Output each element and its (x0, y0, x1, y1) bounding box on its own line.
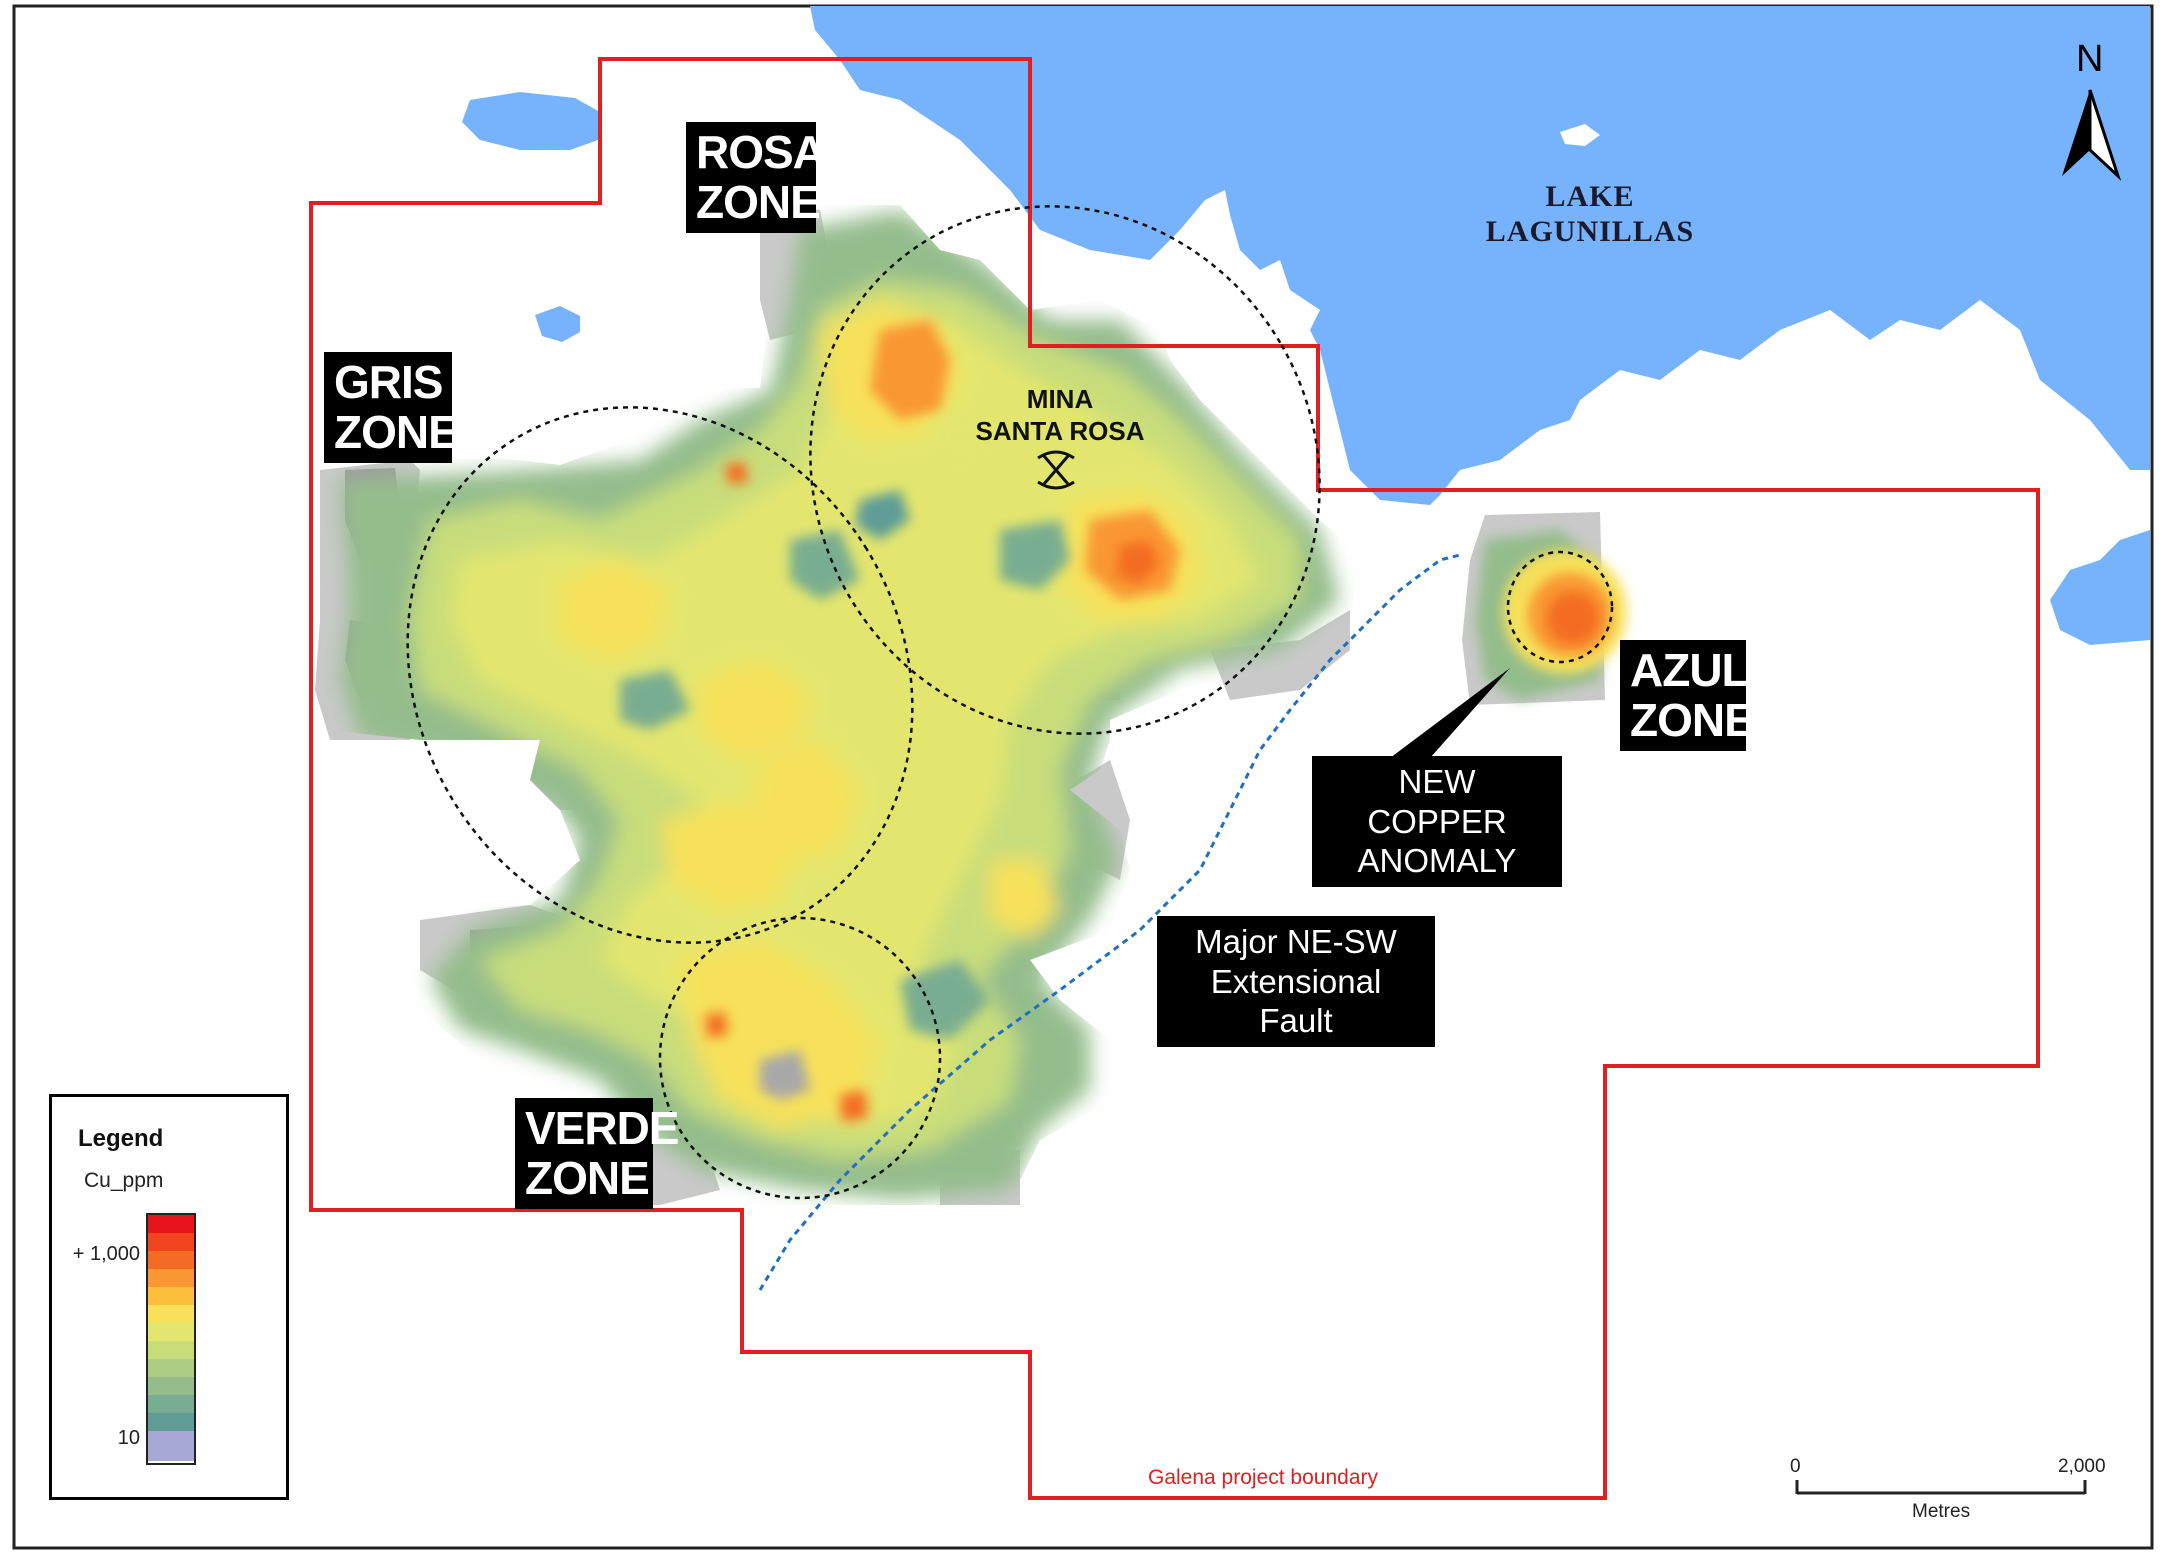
gris-zone-outline (406, 406, 914, 944)
rosa-zone-label: ROSA ZONE (686, 122, 826, 234)
legend-swatch (148, 1287, 194, 1305)
gris-zone-label: GRIS ZONE (324, 352, 459, 464)
mine-name-label: MINA SANTA ROSA (975, 384, 1145, 446)
zone-outlines (406, 205, 1614, 1200)
legend-swatch (148, 1305, 194, 1323)
legend-swatch (148, 1341, 194, 1359)
project-boundary (309, 57, 2040, 1500)
lake-name-label: LAKE LAGUNILLAS (1485, 180, 1695, 248)
legend-min-label: 10 (117, 1427, 140, 1449)
north-label: N (2076, 38, 2104, 80)
legend-color-ramp (146, 1213, 196, 1465)
verde-zone-outline (658, 916, 942, 1200)
rosa-zone-outline (809, 205, 1321, 735)
legend-swatch (148, 1395, 194, 1413)
legend-swatch (148, 1251, 194, 1269)
legend-max-label: + 1,000 (72, 1243, 140, 1265)
legend-swatch (148, 1413, 194, 1431)
legend-swatch (148, 1323, 194, 1341)
scale-start-label: 0 (1790, 1456, 1801, 1477)
legend-swatch (148, 1215, 194, 1233)
azul-zone-outline (1506, 550, 1614, 664)
extensional-fault-line (758, 553, 1461, 1291)
scale-unit-label: Metres (1912, 1501, 1971, 1522)
legend-swatch (148, 1233, 194, 1251)
scale-end-label: 2,000 (2058, 1456, 2106, 1477)
legend-swatch (148, 1377, 194, 1395)
anomaly-callout-pointer (1390, 668, 1510, 758)
pickaxe-icon (1037, 450, 1075, 490)
copper-anomaly-surface (340, 210, 1340, 1200)
legend-title: Legend (78, 1125, 164, 1152)
legend-swatch (148, 1431, 194, 1461)
azul-zone-label: AZUL ZONE (1620, 640, 1755, 752)
small-lakes (462, 92, 1600, 342)
verde-zone-label: VERDE ZONE (515, 1098, 679, 1210)
azul-anomaly-surface (1462, 512, 1627, 705)
legend: Legend Cu_ppm + 1,000 10 (49, 1094, 289, 1500)
project-boundary-label: Galena project boundary (1148, 1466, 1378, 1489)
new-copper-anomaly-callout: NEW COPPER ANOMALY (1312, 756, 1562, 887)
fault-callout: Major NE-SW Extensional Fault (1157, 916, 1435, 1047)
legend-swatch (148, 1269, 194, 1287)
north-arrow-icon (2062, 89, 2122, 182)
scale-bar (1795, 1480, 2087, 1495)
legend-swatch (148, 1359, 194, 1377)
lake-lagunillas (810, 6, 2150, 645)
legend-field-label: Cu_ppm (84, 1169, 164, 1192)
